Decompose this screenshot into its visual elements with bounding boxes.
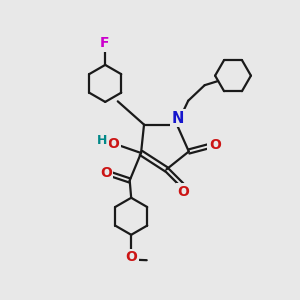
Text: H: H — [97, 134, 107, 147]
Text: O: O — [209, 138, 221, 152]
Text: O: O — [100, 166, 112, 180]
Text: O: O — [107, 137, 119, 151]
Text: N: N — [172, 110, 184, 125]
Text: O: O — [178, 184, 189, 199]
Text: F: F — [100, 36, 110, 50]
Text: O: O — [125, 250, 137, 264]
